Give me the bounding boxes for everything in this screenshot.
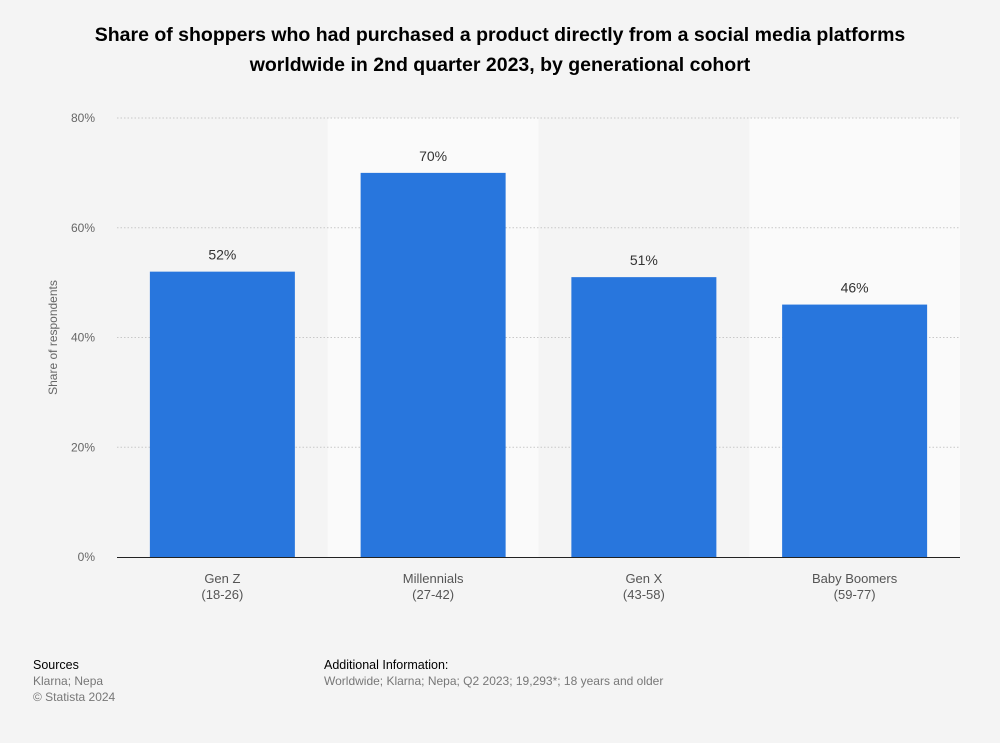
y-tick-label: 40%: [71, 331, 95, 345]
sources-block: Sources Klarna; Nepa © Statista 2024: [33, 657, 115, 705]
x-tick-label: Millennials: [403, 571, 464, 586]
data-label: 46%: [841, 280, 869, 296]
data-label: 51%: [630, 252, 658, 268]
additional-info-text: Worldwide; Klarna; Nepa; Q2 2023; 19,293…: [324, 674, 664, 688]
x-tick-label-sub: (59-77): [834, 587, 876, 602]
x-tick-label-sub: (18-26): [201, 587, 243, 602]
additional-info-block: Additional Information: Worldwide; Klarn…: [324, 657, 663, 689]
data-label: 52%: [208, 247, 236, 263]
chart-title: Share of shoppers who had purchased a pr…: [94, 24, 906, 76]
y-tick-label: 60%: [71, 221, 95, 235]
data-label: 70%: [419, 148, 447, 164]
y-axis-label: Share of respondents: [46, 280, 60, 395]
y-tick-label: 80%: [71, 111, 95, 125]
sources-heading: Sources: [33, 658, 79, 672]
bar: [571, 277, 717, 557]
y-tick-label: 20%: [71, 440, 95, 454]
bar: [149, 271, 295, 557]
bar: [360, 172, 506, 557]
sources-text[interactable]: Klarna; Nepa: [33, 674, 104, 688]
additional-info-heading: Additional Information:: [324, 658, 449, 672]
x-tick-label: Baby Boomers: [812, 571, 898, 586]
y-tick-label: 0%: [78, 550, 96, 564]
copyright: © Statista 2024: [33, 690, 116, 704]
x-tick-label-sub: (27-42): [412, 587, 454, 602]
x-tick-label: Gen X: [625, 571, 662, 586]
x-tick-label-sub: (43-58): [623, 587, 665, 602]
bar: [782, 304, 928, 557]
x-tick-label: Gen Z: [204, 571, 240, 586]
